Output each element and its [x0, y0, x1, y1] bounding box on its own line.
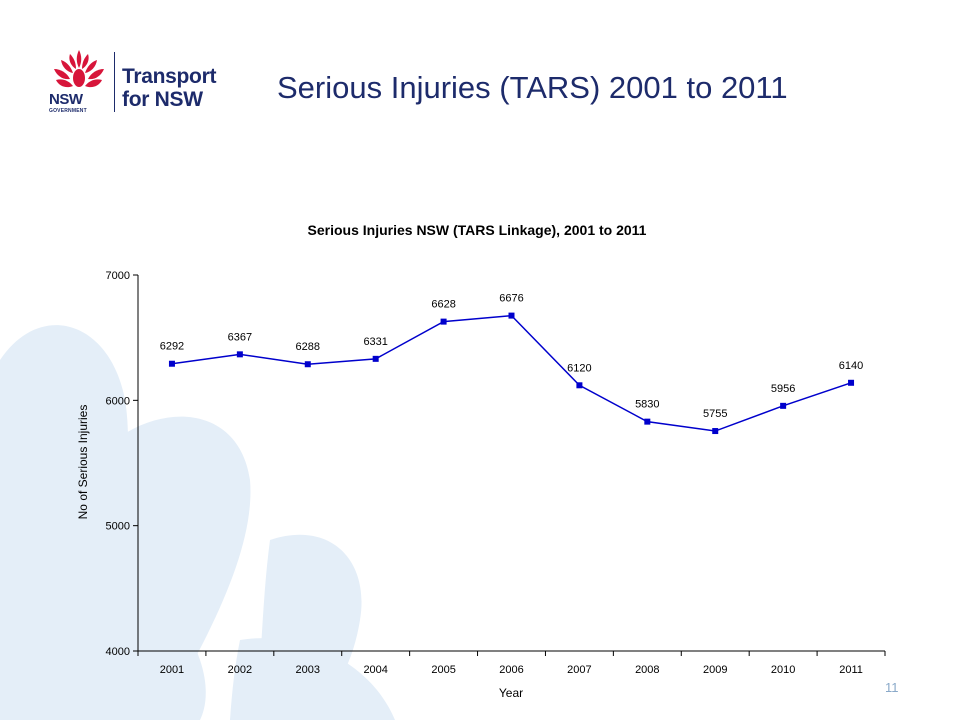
x-tick-label: 2009 [703, 664, 727, 676]
x-tick-label: 2011 [839, 664, 863, 676]
data-label: 6288 [296, 341, 320, 353]
series-group [168, 312, 855, 435]
x-tick-label: 2007 [567, 664, 591, 676]
x-tick-label: 2006 [499, 664, 523, 676]
data-label: 6628 [431, 299, 455, 311]
data-label: 6140 [839, 360, 863, 372]
y-tick-label: 5000 [106, 521, 130, 533]
x-tick-label: 2003 [296, 664, 320, 676]
x-tick-label: 2008 [635, 664, 659, 676]
data-label: 6331 [363, 336, 387, 348]
chart-axes [137, 275, 885, 652]
data-label: 6367 [228, 331, 252, 343]
data-point-marker [712, 428, 719, 435]
data-label-group: 6292 6367 6288 6331 6628 6676 6120 5830 5755 5956… [160, 293, 864, 420]
data-point-marker [848, 379, 855, 386]
waratah-icon [54, 50, 104, 88]
data-label: 5755 [703, 408, 727, 420]
x-tick-label: 2005 [431, 664, 455, 676]
slide-title: Serious Injuries (TARS) 2001 to 2011 [277, 70, 788, 105]
y-axis-label: No of Serious Injuries [76, 405, 90, 520]
logo-divider [114, 52, 115, 112]
data-point-marker [780, 402, 787, 409]
x-tick-label: 2004 [363, 664, 387, 676]
data-label: 6292 [160, 341, 184, 353]
logo-brand-line-2: for NSW [122, 88, 203, 111]
data-point-marker [304, 361, 311, 368]
data-label: 5830 [635, 399, 659, 411]
series-line [171, 314, 852, 432]
data-label: 6676 [499, 293, 523, 305]
logo-nsw-text: NSW [49, 91, 83, 108]
y-tick-label: 4000 [106, 646, 130, 658]
x-tick-label: 2010 [771, 664, 795, 676]
data-point-marker [508, 312, 515, 319]
data-label: 5956 [771, 383, 795, 395]
data-label: 6120 [567, 362, 591, 374]
logo-brand-line-1: Transport [122, 65, 217, 88]
data-point-marker [644, 418, 651, 425]
x-axis-ticks: 2001 2002 2003 2004 2005 2006 2007 2008 2009 2010… [137, 651, 886, 676]
chart-title: Serious Injuries NSW (TARS Linkage), 200… [308, 222, 647, 238]
data-point-marker [372, 355, 379, 362]
x-tick-label: 2001 [160, 664, 184, 676]
logo-government-text: GOVERNMENT [49, 108, 87, 114]
data-point-marker [576, 382, 583, 389]
data-point-marker [168, 360, 175, 367]
data-point-marker [236, 351, 243, 358]
y-axis-ticks: 4000 5000 6000 7000 [106, 270, 138, 658]
y-tick-label: 7000 [106, 270, 130, 282]
page-number: 11 [885, 680, 899, 695]
transport-for-nsw-logo: NSW GOVERNMENT Transport for NSW [44, 48, 244, 118]
x-tick-label: 2002 [228, 664, 252, 676]
x-axis-label: Year [499, 686, 523, 700]
data-point-marker [440, 318, 447, 325]
y-tick-label: 6000 [106, 395, 130, 407]
